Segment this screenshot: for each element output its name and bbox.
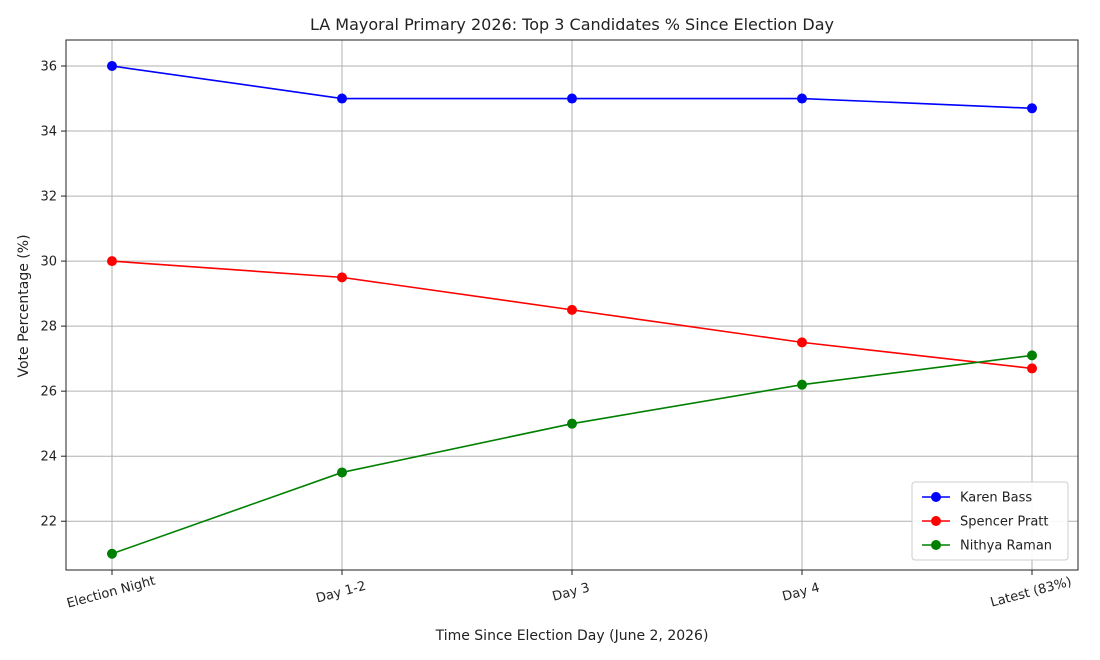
- legend: Karen Bass Spencer Pratt Nithya Raman: [911, 481, 1069, 561]
- data-point-spencer-pratt: [1027, 363, 1037, 374]
- data-point-nithya-raman: [567, 418, 577, 429]
- x-tick-label: Day 1-2: [314, 579, 367, 607]
- legend-swatch-marker: [931, 516, 941, 526]
- legend-label: Spencer Pratt: [960, 515, 1048, 530]
- data-point-spencer-pratt: [337, 272, 347, 283]
- y-tick-label: 32: [40, 190, 57, 205]
- y-tick-label: 30: [40, 255, 57, 270]
- data-point-karen-bass: [107, 61, 117, 72]
- y-axis-ticks: 22 24 26 28 30 32 34 36: [40, 60, 66, 530]
- legend-item-karen-bass: Karen Bass: [922, 491, 1032, 506]
- chart-title: LA Mayoral Primary 2026: Top 3 Candidate…: [310, 15, 834, 34]
- data-point-spencer-pratt: [107, 256, 117, 267]
- data-point-karen-bass: [1027, 103, 1037, 114]
- data-point-spencer-pratt: [567, 304, 577, 315]
- x-tick-label: Election Night: [65, 574, 157, 612]
- y-tick-label: 26: [40, 385, 57, 400]
- x-axis-ticks: Election Night Day 1-2 Day 3 Day 4 Latest (8…: [65, 570, 1073, 612]
- y-tick-label: 22: [40, 515, 57, 530]
- x-tick-label: Latest (83%): [989, 575, 1073, 611]
- series-karen-bass: [107, 61, 1037, 114]
- series-layer: [107, 61, 1037, 559]
- y-tick-label: 34: [40, 125, 57, 140]
- legend-swatch-marker: [931, 540, 941, 550]
- x-tick-label: Day 3: [551, 580, 592, 604]
- legend-item-nithya-raman: Nithya Raman: [922, 539, 1052, 554]
- y-axis-label: Vote Percentage (%): [16, 234, 32, 377]
- data-point-karen-bass: [797, 93, 807, 104]
- data-point-nithya-raman: [1027, 350, 1037, 361]
- y-tick-label: 24: [40, 450, 57, 465]
- legend-item-spencer-pratt: Spencer Pratt: [922, 515, 1048, 530]
- y-tick-label: 28: [40, 320, 57, 335]
- data-point-nithya-raman: [797, 379, 807, 390]
- data-point-nithya-raman: [107, 548, 117, 559]
- x-axis-label: Time Since Election Day (June 2, 2026): [435, 628, 709, 644]
- data-point-karen-bass: [567, 93, 577, 104]
- data-point-spencer-pratt: [797, 337, 807, 348]
- series-spencer-pratt: [107, 256, 1037, 374]
- series-nithya-raman: [107, 350, 1037, 559]
- legend-swatch-marker: [931, 492, 941, 502]
- x-tick-label: Day 4: [781, 580, 822, 604]
- data-point-karen-bass: [337, 93, 347, 104]
- legend-box: [911, 481, 1069, 561]
- data-point-nithya-raman: [337, 467, 347, 478]
- y-tick-label: 36: [40, 60, 57, 75]
- legend-label: Karen Bass: [960, 491, 1032, 506]
- legend-label: Nithya Raman: [960, 539, 1052, 554]
